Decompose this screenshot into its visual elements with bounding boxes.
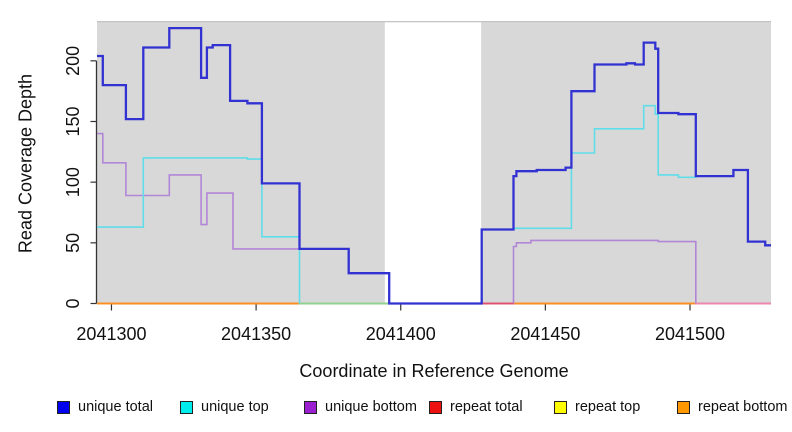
series-unique-total [97, 26, 771, 305]
y-tick-label: 150 [63, 106, 83, 136]
plot-background-right [481, 22, 771, 304]
x-tick-label: 2041300 [76, 324, 146, 344]
y-tick-label: 100 [63, 167, 83, 197]
x-tick-label: 2041450 [510, 324, 580, 344]
y-tick-label: 200 [63, 46, 83, 76]
y-axis-title: Read Coverage Depth [15, 73, 36, 254]
plot-background-left [97, 22, 385, 304]
y-tick-label: 0 [63, 298, 83, 308]
x-tick-label: 2041400 [366, 324, 436, 344]
x-axis-title: Coordinate in Reference Genome [299, 361, 569, 381]
x-tick-label: 2041500 [655, 324, 725, 344]
x-tick-label: 2041350 [221, 324, 291, 344]
y-tick-label: 50 [63, 233, 83, 253]
